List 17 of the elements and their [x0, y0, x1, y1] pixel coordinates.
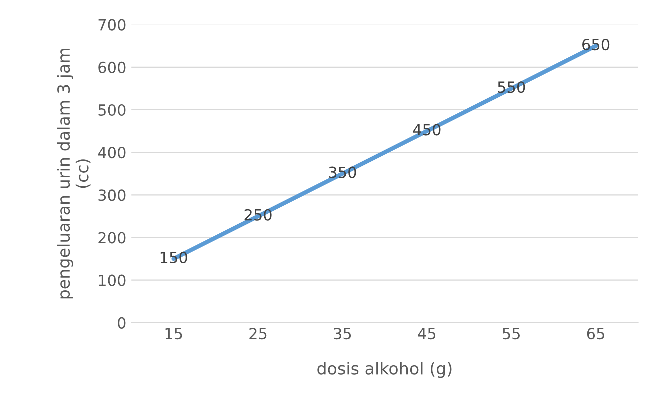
- x-tick-label: 15: [166, 328, 182, 340]
- x-tick-label: 45: [418, 328, 436, 340]
- y-tick-label: 100: [99, 274, 126, 286]
- x-axis-title: dosis alkohol (g): [318, 362, 452, 378]
- y-tick-label: 500: [98, 104, 126, 116]
- x-tick-label: 55: [503, 328, 520, 340]
- y-tick-label: 400: [98, 147, 126, 159]
- x-tick-label: 35: [334, 328, 352, 340]
- y-tick-label: 200: [98, 232, 126, 244]
- x-tick-label: 65: [587, 328, 604, 340]
- data-label: 650: [582, 39, 610, 51]
- y-tick-label: 0: [118, 317, 126, 329]
- y-tick-label: 700: [98, 19, 126, 31]
- x-tick-label: 25: [250, 328, 267, 340]
- y-axis-title: pengeluaran urin dalam 3 jam (cc): [57, 48, 91, 299]
- y-tick-label: 600: [98, 62, 126, 74]
- y-tick-label: 300: [98, 190, 126, 202]
